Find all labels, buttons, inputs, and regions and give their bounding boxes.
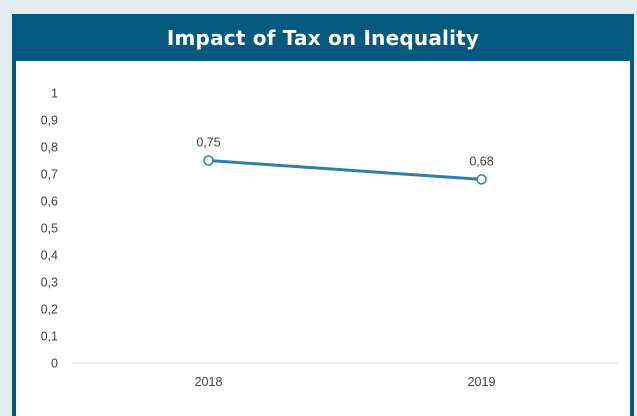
y-tick-label: 0,5	[41, 222, 58, 236]
x-tick-label: 2018	[195, 375, 223, 389]
data-label: 0,68	[469, 154, 493, 168]
data-point	[476, 174, 487, 185]
series-line	[207, 159, 483, 181]
y-tick-label: 0,7	[41, 168, 58, 182]
y-tick-label: 0	[51, 357, 58, 371]
y-tick-label: 0,2	[41, 303, 58, 317]
chart-header: Impact of Tax on Inequality	[12, 14, 634, 61]
y-tick-label: 0,4	[41, 249, 58, 263]
x-tick-label: 2019	[468, 375, 496, 389]
y-tick-label: 0,8	[41, 141, 58, 155]
y-tick-label: 0,1	[41, 330, 58, 344]
data-label: 0,75	[196, 136, 220, 150]
chart-card: Impact of Tax on Inequality	[12, 14, 634, 416]
chart-title: Impact of Tax on Inequality	[166, 25, 480, 50]
y-tick-label: 1	[51, 87, 58, 101]
y-tick-label: 0,6	[41, 195, 58, 209]
y-tick-label: 0,9	[41, 114, 58, 128]
y-tick-label: 0,3	[41, 276, 58, 290]
data-point	[203, 155, 214, 166]
